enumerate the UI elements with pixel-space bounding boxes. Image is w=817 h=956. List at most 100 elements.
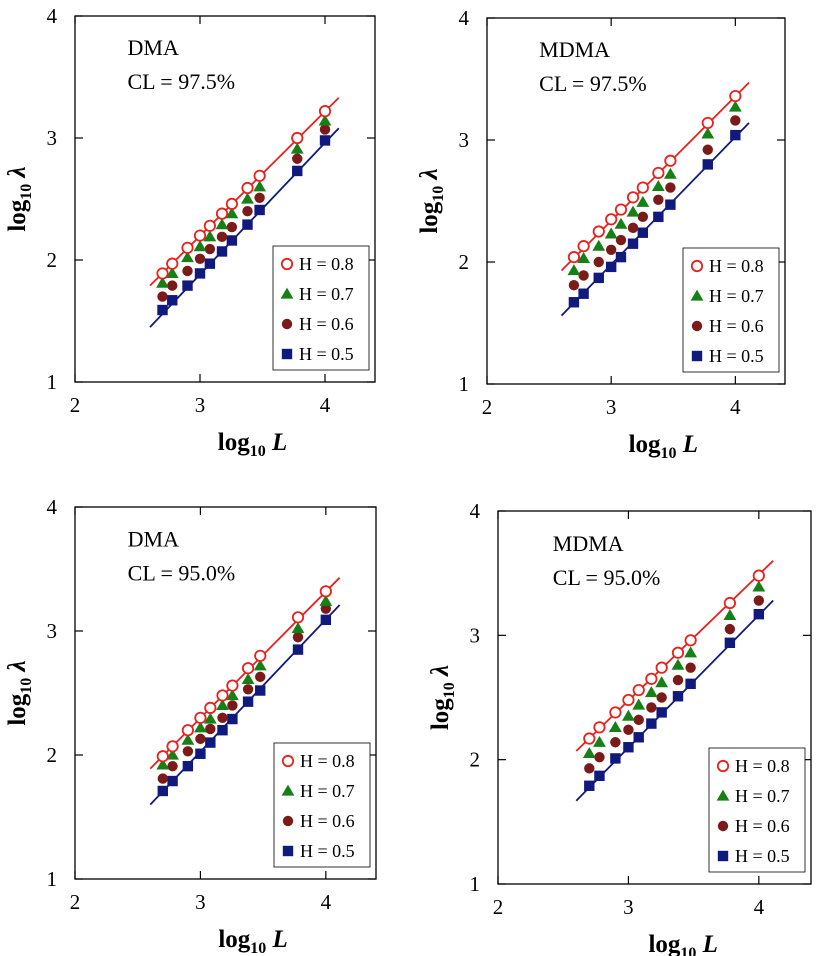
data-point	[724, 637, 736, 648]
data-point	[592, 225, 605, 238]
y-tick-label: 2	[47, 743, 58, 767]
x-axis-label-variable: L	[266, 926, 288, 953]
data-point	[205, 723, 216, 735]
data-point	[215, 218, 229, 230]
data-point	[644, 686, 658, 698]
y-tick-label: 2	[470, 748, 481, 772]
data-point	[182, 746, 194, 757]
legend-label: H = 0.8	[735, 756, 790, 776]
legend-marker	[690, 289, 704, 301]
data-point	[592, 239, 606, 251]
data-point	[204, 243, 216, 255]
data-point	[729, 89, 742, 103]
data-point	[253, 169, 266, 182]
series-06	[568, 115, 741, 291]
y-tick-label: 3	[47, 126, 58, 150]
y-tick-label: 4	[470, 499, 481, 523]
series-05	[157, 614, 332, 797]
data-point	[292, 165, 303, 177]
data-point	[182, 760, 194, 772]
data-point	[702, 144, 713, 155]
legend-marker	[717, 820, 729, 832]
x-tick-label: 3	[195, 393, 206, 417]
data-point	[203, 219, 216, 232]
data-point	[582, 747, 596, 759]
data-point	[702, 159, 713, 170]
legend-label: H = 0.5	[709, 346, 764, 366]
legend-label: H = 0.5	[299, 344, 354, 364]
legend-label: H = 0.8	[709, 256, 764, 276]
data-point	[182, 265, 193, 277]
data-point	[671, 646, 685, 659]
series-06	[584, 595, 765, 774]
data-point	[568, 279, 580, 291]
data-point	[291, 622, 305, 634]
series-07	[567, 100, 742, 276]
legend-marker	[281, 754, 295, 768]
data-point	[646, 718, 657, 729]
x-axis-label-variable: L	[677, 431, 699, 458]
x-tick-label: 3	[195, 890, 206, 914]
y-tick-label: 4	[47, 495, 58, 519]
data-point	[684, 634, 697, 647]
data-point	[632, 698, 646, 710]
data-point	[225, 689, 239, 701]
data-point	[753, 608, 765, 620]
data-point	[684, 646, 698, 658]
data-point	[665, 182, 676, 193]
data-point	[319, 585, 332, 598]
legend-marker	[691, 350, 703, 362]
y-axis-label-subscript: 10	[18, 184, 35, 200]
data-point	[623, 724, 634, 736]
data-point	[167, 295, 178, 306]
data-point	[157, 785, 168, 797]
data-point	[194, 721, 207, 733]
data-point	[319, 124, 331, 135]
legend-label: H = 0.8	[299, 254, 354, 274]
y-tick-label: 4	[47, 4, 58, 28]
x-axis-label-main: log	[218, 926, 250, 953]
data-point	[241, 181, 254, 195]
legend-marker	[690, 259, 704, 273]
legend: H = 0.8 H = 0.7 H = 0.6 H = 0.5	[272, 245, 370, 371]
y-axis-label-subscript: 10	[18, 678, 35, 694]
x-axis-label-subscript: 10	[661, 445, 677, 462]
confidence-level-label: CL = 95.0%	[553, 565, 661, 590]
series-08	[156, 585, 332, 763]
data-point	[608, 720, 622, 732]
data-point	[227, 713, 238, 725]
plot-frame	[497, 510, 812, 885]
data-point	[157, 773, 168, 784]
data-point	[627, 222, 639, 234]
data-point	[203, 712, 217, 724]
data-point	[653, 211, 664, 223]
x-tick-label: 4	[321, 890, 332, 914]
y-tick-label: 1	[47, 867, 58, 891]
data-point	[623, 742, 634, 753]
data-point	[568, 297, 580, 308]
legend-label: H = 0.5	[300, 841, 355, 861]
data-point	[320, 603, 332, 614]
data-point	[653, 194, 664, 205]
x-axis-label: log10 L	[648, 931, 717, 956]
data-point	[614, 203, 628, 216]
legend-label: H = 0.6	[300, 811, 355, 831]
data-point	[216, 231, 228, 243]
data-point	[181, 724, 194, 737]
plot-frame	[486, 17, 786, 385]
data-point	[253, 659, 267, 671]
data-point	[242, 696, 254, 707]
data-point	[645, 672, 658, 685]
data-point	[632, 683, 645, 697]
x-tick-label: 3	[606, 395, 617, 419]
data-point	[578, 270, 589, 281]
data-point	[626, 205, 640, 217]
y-tick-label: 1	[47, 370, 58, 394]
y-axis-label: log10 λ	[416, 168, 447, 233]
data-point	[194, 711, 207, 724]
data-point	[292, 632, 304, 643]
legend-label: H = 0.7	[735, 786, 790, 806]
legend-marker	[281, 318, 293, 330]
confidence-level-label: CL = 95.0%	[128, 561, 236, 586]
